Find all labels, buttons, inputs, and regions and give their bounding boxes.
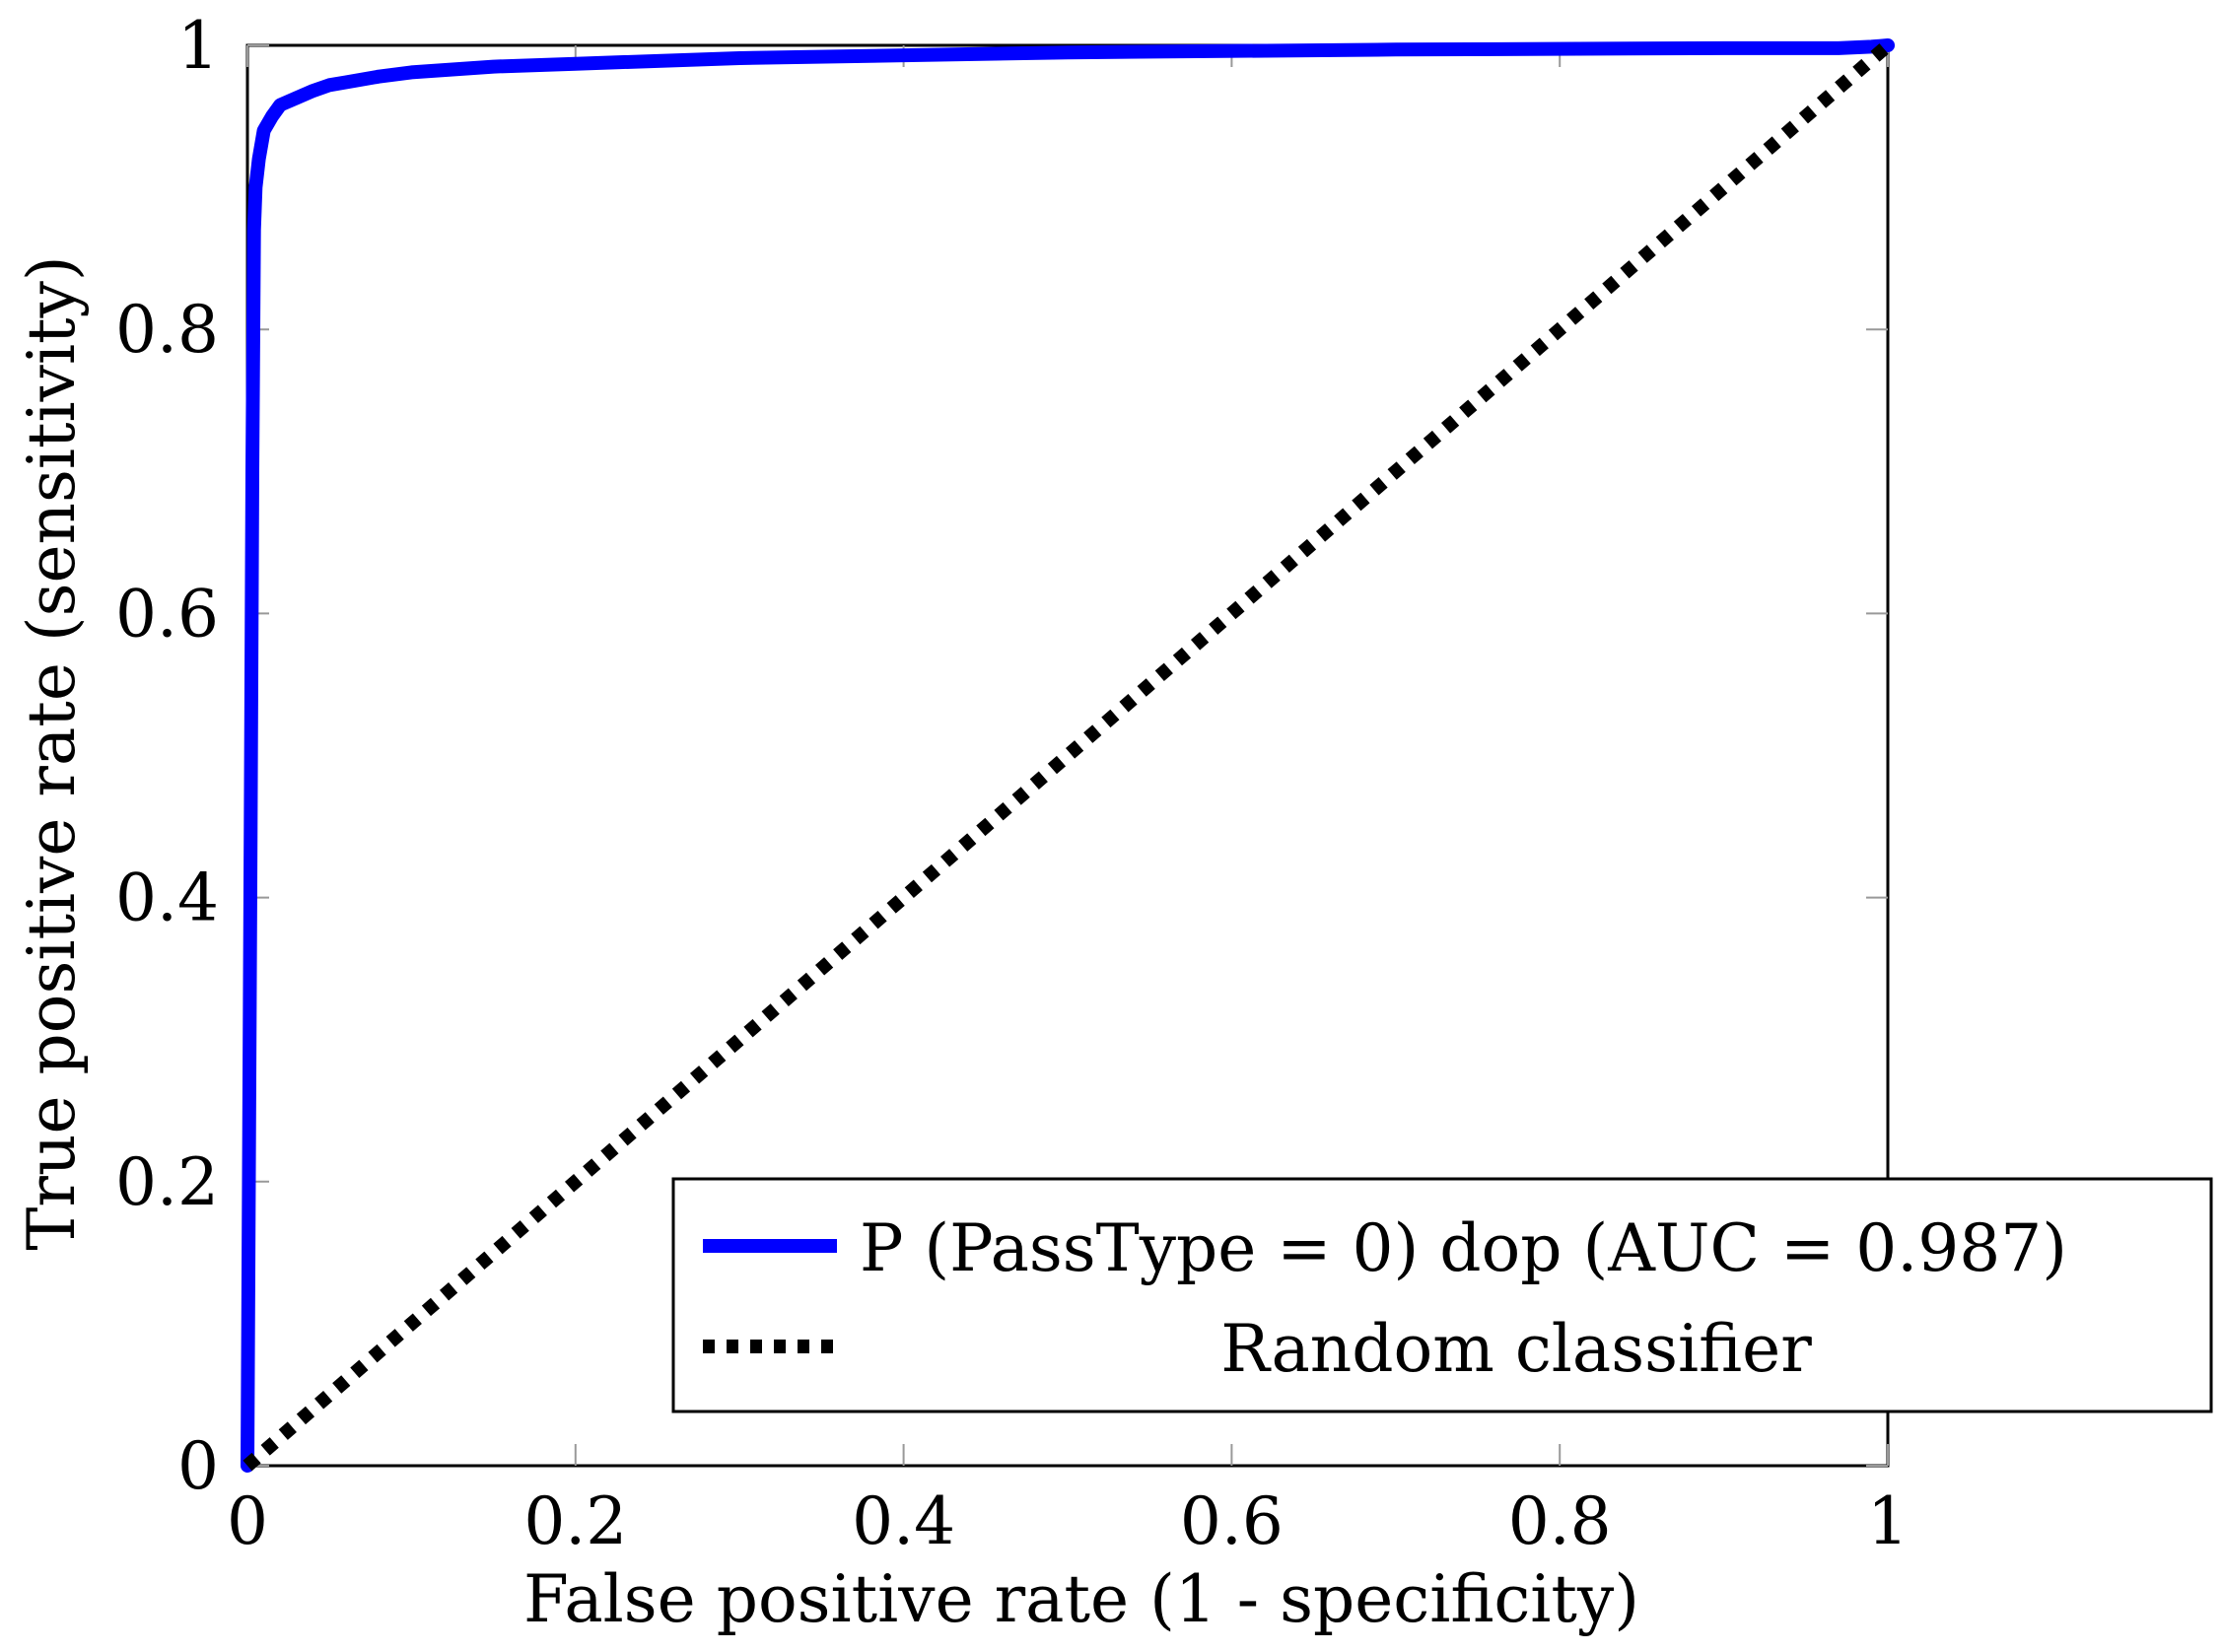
x-axis-label: False positive rate (1 - specificity) [523,1561,1639,1637]
legend: P (PassType = 0) dop (AUC = 0.987) Rando… [671,1177,2213,1413]
y-tick-label: 0.2 [115,1144,219,1220]
legend-label-random: Random classifier [1220,1311,1812,1387]
x-tick-label: 0.8 [1508,1483,1612,1559]
x-tick-label: 1 [1867,1483,1909,1559]
x-tick-label: 0.4 [852,1483,955,1559]
plot-series [241,38,1895,1473]
y-axis-label: True positive rate (sensitivity) [14,255,90,1250]
legend-box [671,1177,2213,1413]
x-tick-label: 0.2 [523,1483,627,1559]
x-tick-label: 0.6 [1180,1483,1284,1559]
x-tick-label: 0 [227,1483,268,1559]
y-tick-label: 0.4 [115,860,219,936]
y-tick-label: 0.6 [115,576,219,652]
random-classifier-line [243,39,1893,1472]
tick-labels: 0 0.2 0.4 0.6 0.8 1 0 0.2 0.4 0.6 0.8 1 [115,8,1909,1559]
y-tick-label: 0 [177,1428,219,1504]
y-tick-label: 0.8 [115,292,219,368]
y-tick-label: 1 [177,8,219,84]
legend-label-roc: P (PassType = 0) dop (AUC = 0.987) [860,1210,2067,1286]
roc-curve-line [241,38,1895,1473]
